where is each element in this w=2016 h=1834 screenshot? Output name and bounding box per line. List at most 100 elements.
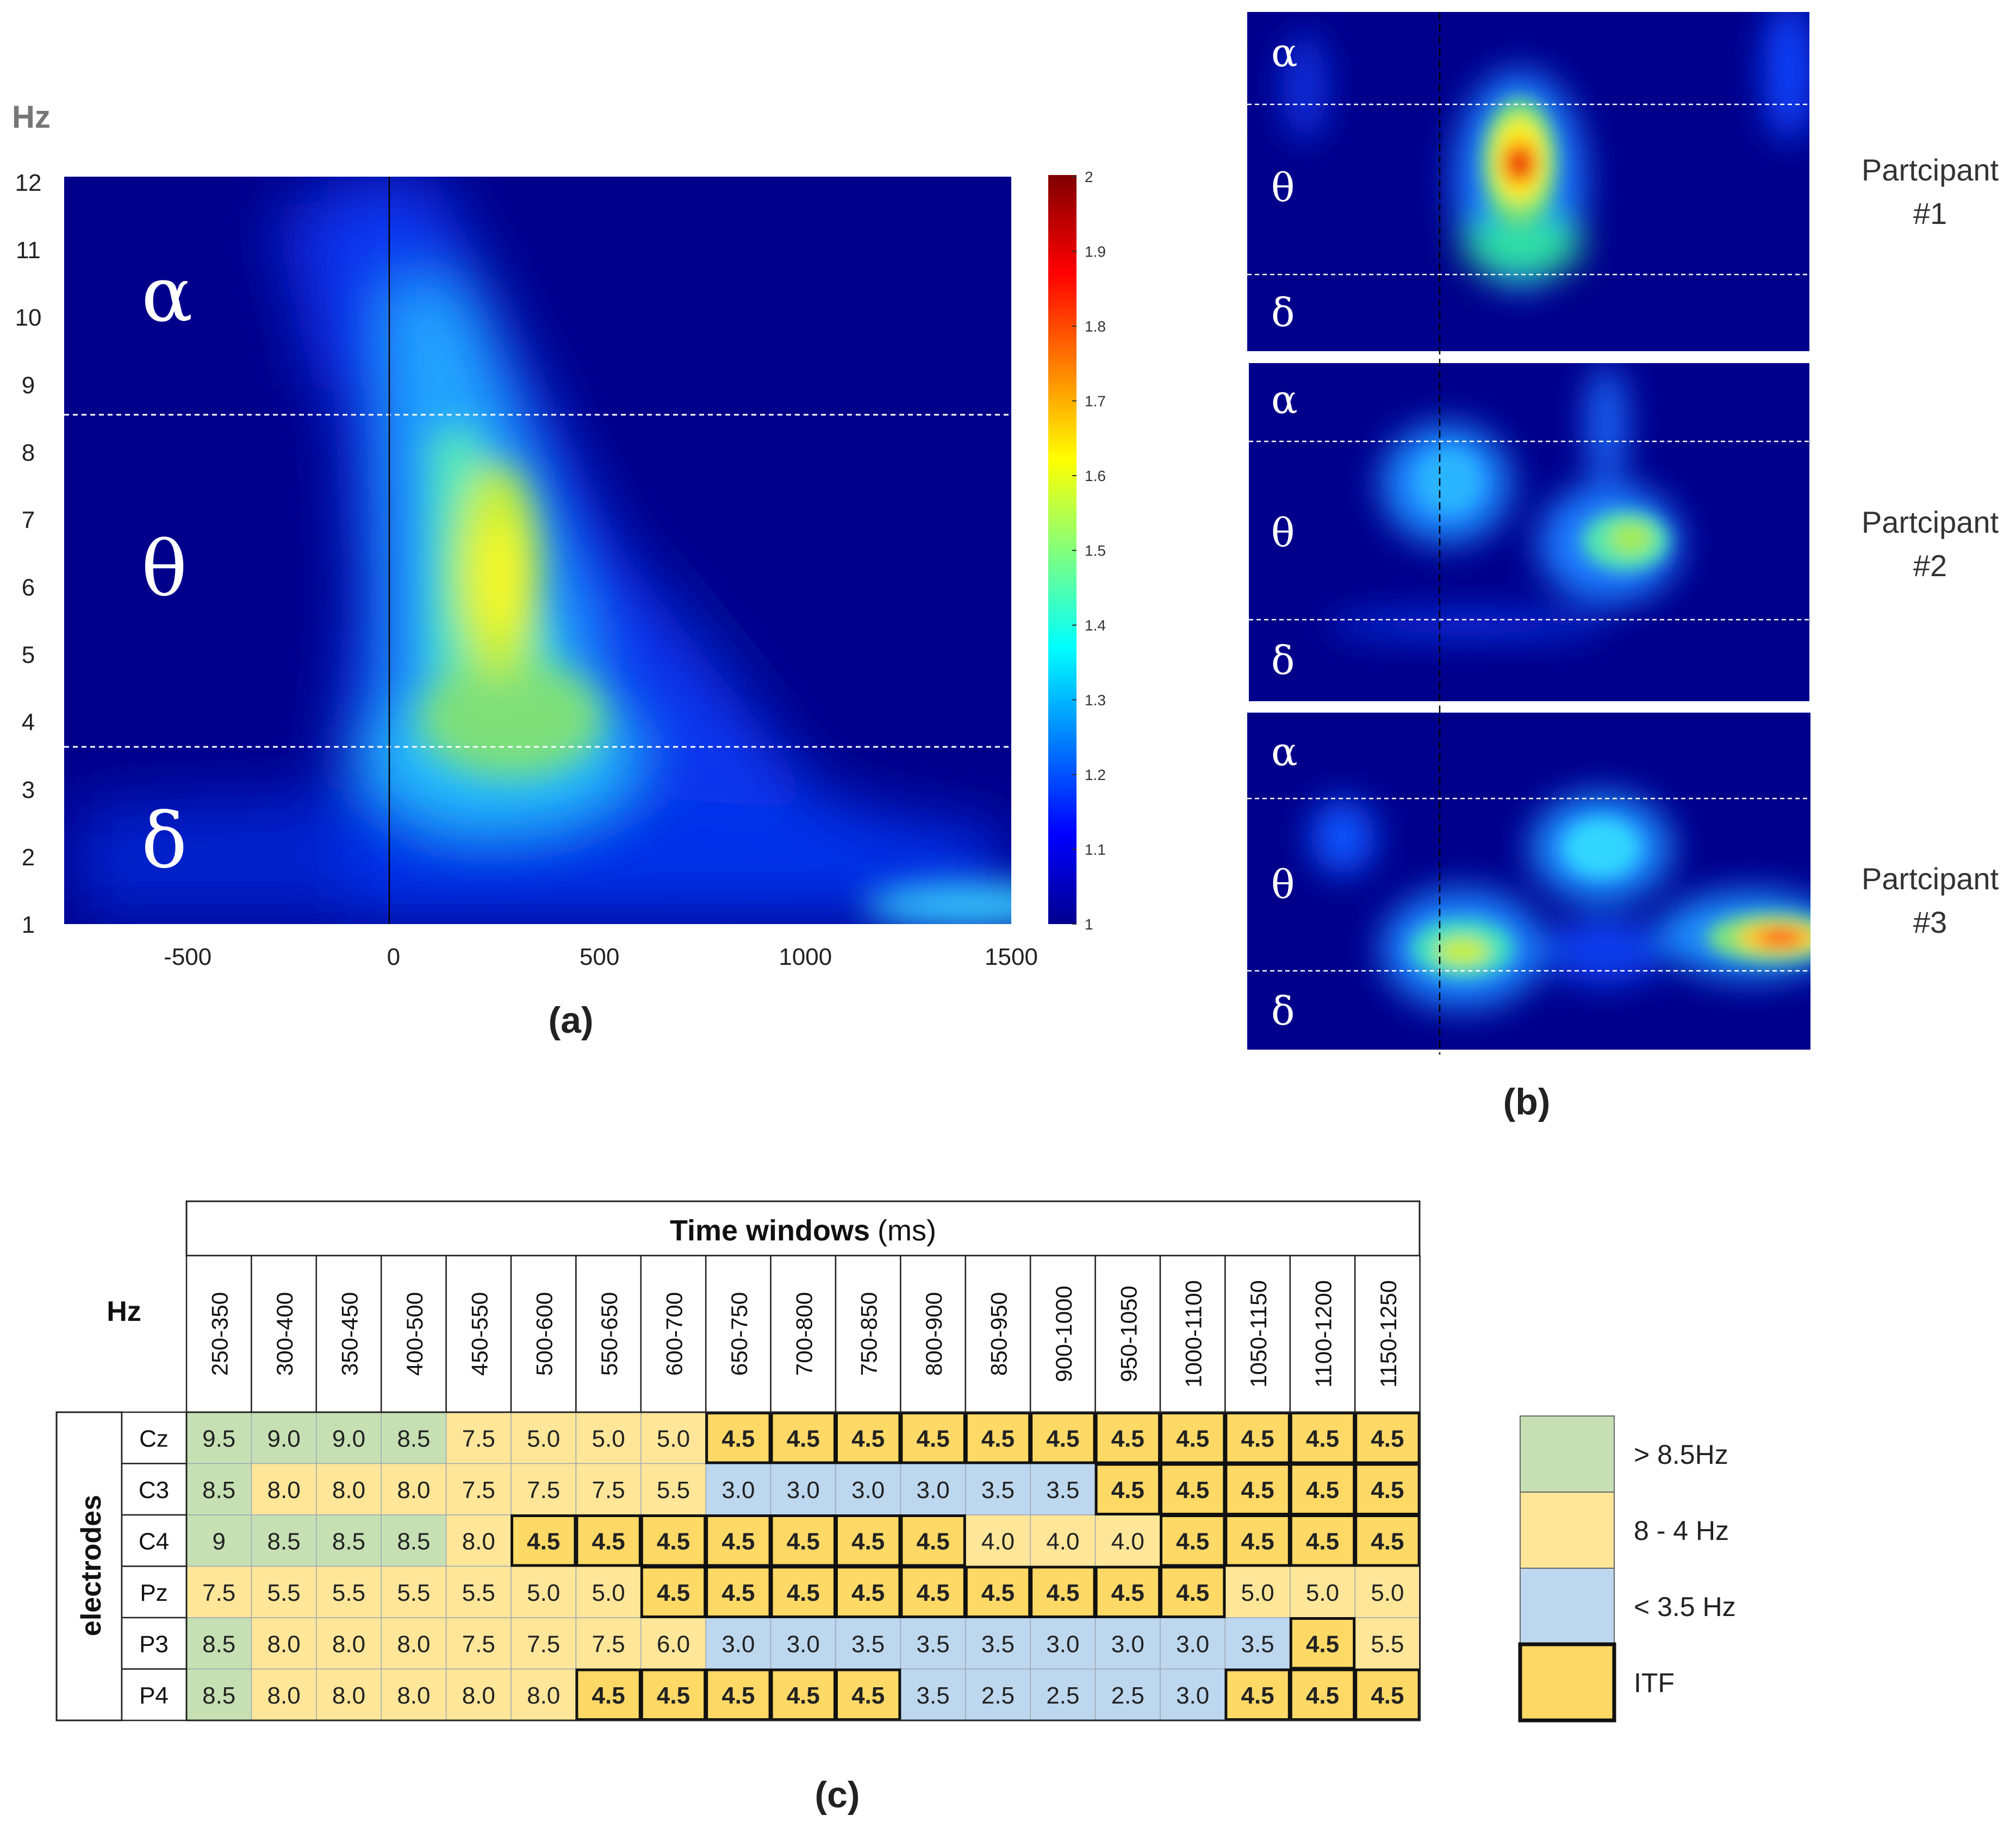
cell-value: 6.0 [657,1631,690,1657]
cell-value: 4.5 [1371,1528,1404,1555]
colorbar-tick-label: 1.2 [1085,766,1106,783]
cell-value: 4.0 [1111,1528,1144,1555]
itf-cell-border [1160,1514,1226,1567]
electrode-label: P4 [139,1682,169,1709]
participant-3-map: α θ δ [1247,713,1810,1050]
table-cell [1290,1463,1355,1515]
table-cell [251,1463,317,1515]
column-header-label: 500-600 [532,1292,557,1376]
cell-value: 4.5 [1046,1580,1079,1606]
cell-value: 5.0 [1241,1580,1274,1606]
y-tick-label: 2 [22,844,35,871]
cell-value: 4.5 [1241,1682,1274,1709]
cell-value: 4.5 [1306,1477,1339,1504]
column-header-label: 1150-1250 [1376,1280,1401,1388]
column-header-cell [1159,1255,1226,1413]
colorbar-tick-label: 1.1 [1085,841,1106,858]
table-cell [511,1463,577,1515]
p3-alpha: α [1271,729,1298,775]
table-cell [1160,1565,1226,1618]
cell-value: 3.5 [1046,1477,1079,1504]
itf-cell-border [1094,1565,1161,1618]
itf-cell-border [511,1514,577,1567]
electrode-cell [121,1617,188,1670]
y-tick-label: 8 [22,439,35,466]
column-header-label: 1050-1150 [1246,1280,1271,1388]
table-cell [1354,1565,1421,1618]
column-header-cell [575,1255,642,1413]
panel-b: α θ δ α θ δ [1247,12,1999,1122]
column-header-label: 850-950 [986,1292,1012,1376]
cell-value: 9.5 [202,1425,235,1452]
cell-value: 7.5 [592,1477,625,1504]
cell-value: 5.5 [1371,1631,1404,1657]
cell-value: 4.5 [1176,1425,1209,1452]
table-cell [1290,1565,1355,1618]
cell-value: 8.5 [202,1631,235,1657]
cell-value: 3.0 [1111,1631,1144,1657]
itf-cell-border [705,1514,771,1567]
legend-label: < 3.5 Hz [1634,1592,1736,1622]
table-cell [1354,1463,1421,1515]
column-header-label: 800-900 [921,1292,947,1376]
itf-cell-border [640,1514,707,1567]
cell-value: 3.0 [787,1631,820,1657]
colorbar-tick-label: 1.5 [1085,542,1106,559]
table-cell [251,1617,317,1670]
p1-theta: θ [1271,165,1295,210]
colorbar-tick-label: 1.3 [1085,692,1106,709]
table-cell [316,1412,382,1464]
itf-cell-border [1354,1514,1421,1567]
table-cell [511,1668,577,1721]
column-header-cell [1354,1255,1421,1413]
cell-value: 4.5 [981,1425,1015,1452]
x-tick-label: 1500 [985,944,1038,970]
table-cell [900,1514,966,1567]
cell-value: 8.0 [397,1477,430,1504]
table-cell [835,1412,901,1464]
itf-cell-border [1094,1463,1161,1515]
cell-value: 8.0 [332,1477,365,1504]
column-header-label: 550-650 [596,1292,622,1376]
legend-swatch [1520,1568,1615,1645]
cell-value: 4.5 [1371,1477,1404,1504]
table-cell [1290,1668,1355,1721]
table-cell [445,1668,512,1721]
colorbar-tick-label: 1.6 [1085,467,1106,484]
band-label-alpha: α [141,251,193,339]
cell-value: 5.5 [397,1580,430,1606]
table-cell [381,1463,447,1515]
cell-value: 5.0 [1306,1580,1339,1606]
electrodes-label: electrodes [76,1495,107,1636]
itf-cell-border [900,1565,966,1618]
cell-value: 7.5 [462,1631,495,1657]
cell-value: 5.5 [462,1580,495,1606]
table-cell [251,1565,317,1618]
cell-value: 8.0 [267,1631,301,1657]
cell-value: 4.5 [1306,1528,1339,1555]
table-cell [640,1514,706,1567]
table-cell [900,1463,966,1515]
x-tick-label: 0 [387,944,400,970]
table-cell [575,1514,642,1567]
itf-cell-border [1030,1565,1096,1618]
cell-value: 8.0 [267,1477,301,1504]
itf-cell-border [705,1565,771,1618]
column-header-label: 300-400 [272,1292,297,1376]
table-cell [186,1668,252,1721]
y-tick-label: 6 [22,575,35,601]
cell-value: 3.5 [851,1631,885,1657]
cell-value: 3.5 [917,1631,950,1657]
cell-value: 8.5 [397,1425,430,1452]
colorbar-tick-label: 1.8 [1085,318,1106,335]
cell-value: 4.5 [981,1580,1015,1606]
table-cell [965,1668,1031,1721]
column-header-cell [510,1255,577,1413]
itf-cell-border [835,1565,901,1618]
participant-1-number: #1 [1913,196,1947,230]
column-header-cell [965,1255,1031,1413]
y-tick-label: 7 [22,507,35,533]
table-hz-label: Hz [107,1296,141,1327]
y-tick-label: 4 [22,709,35,736]
table-cell [1224,1463,1291,1515]
